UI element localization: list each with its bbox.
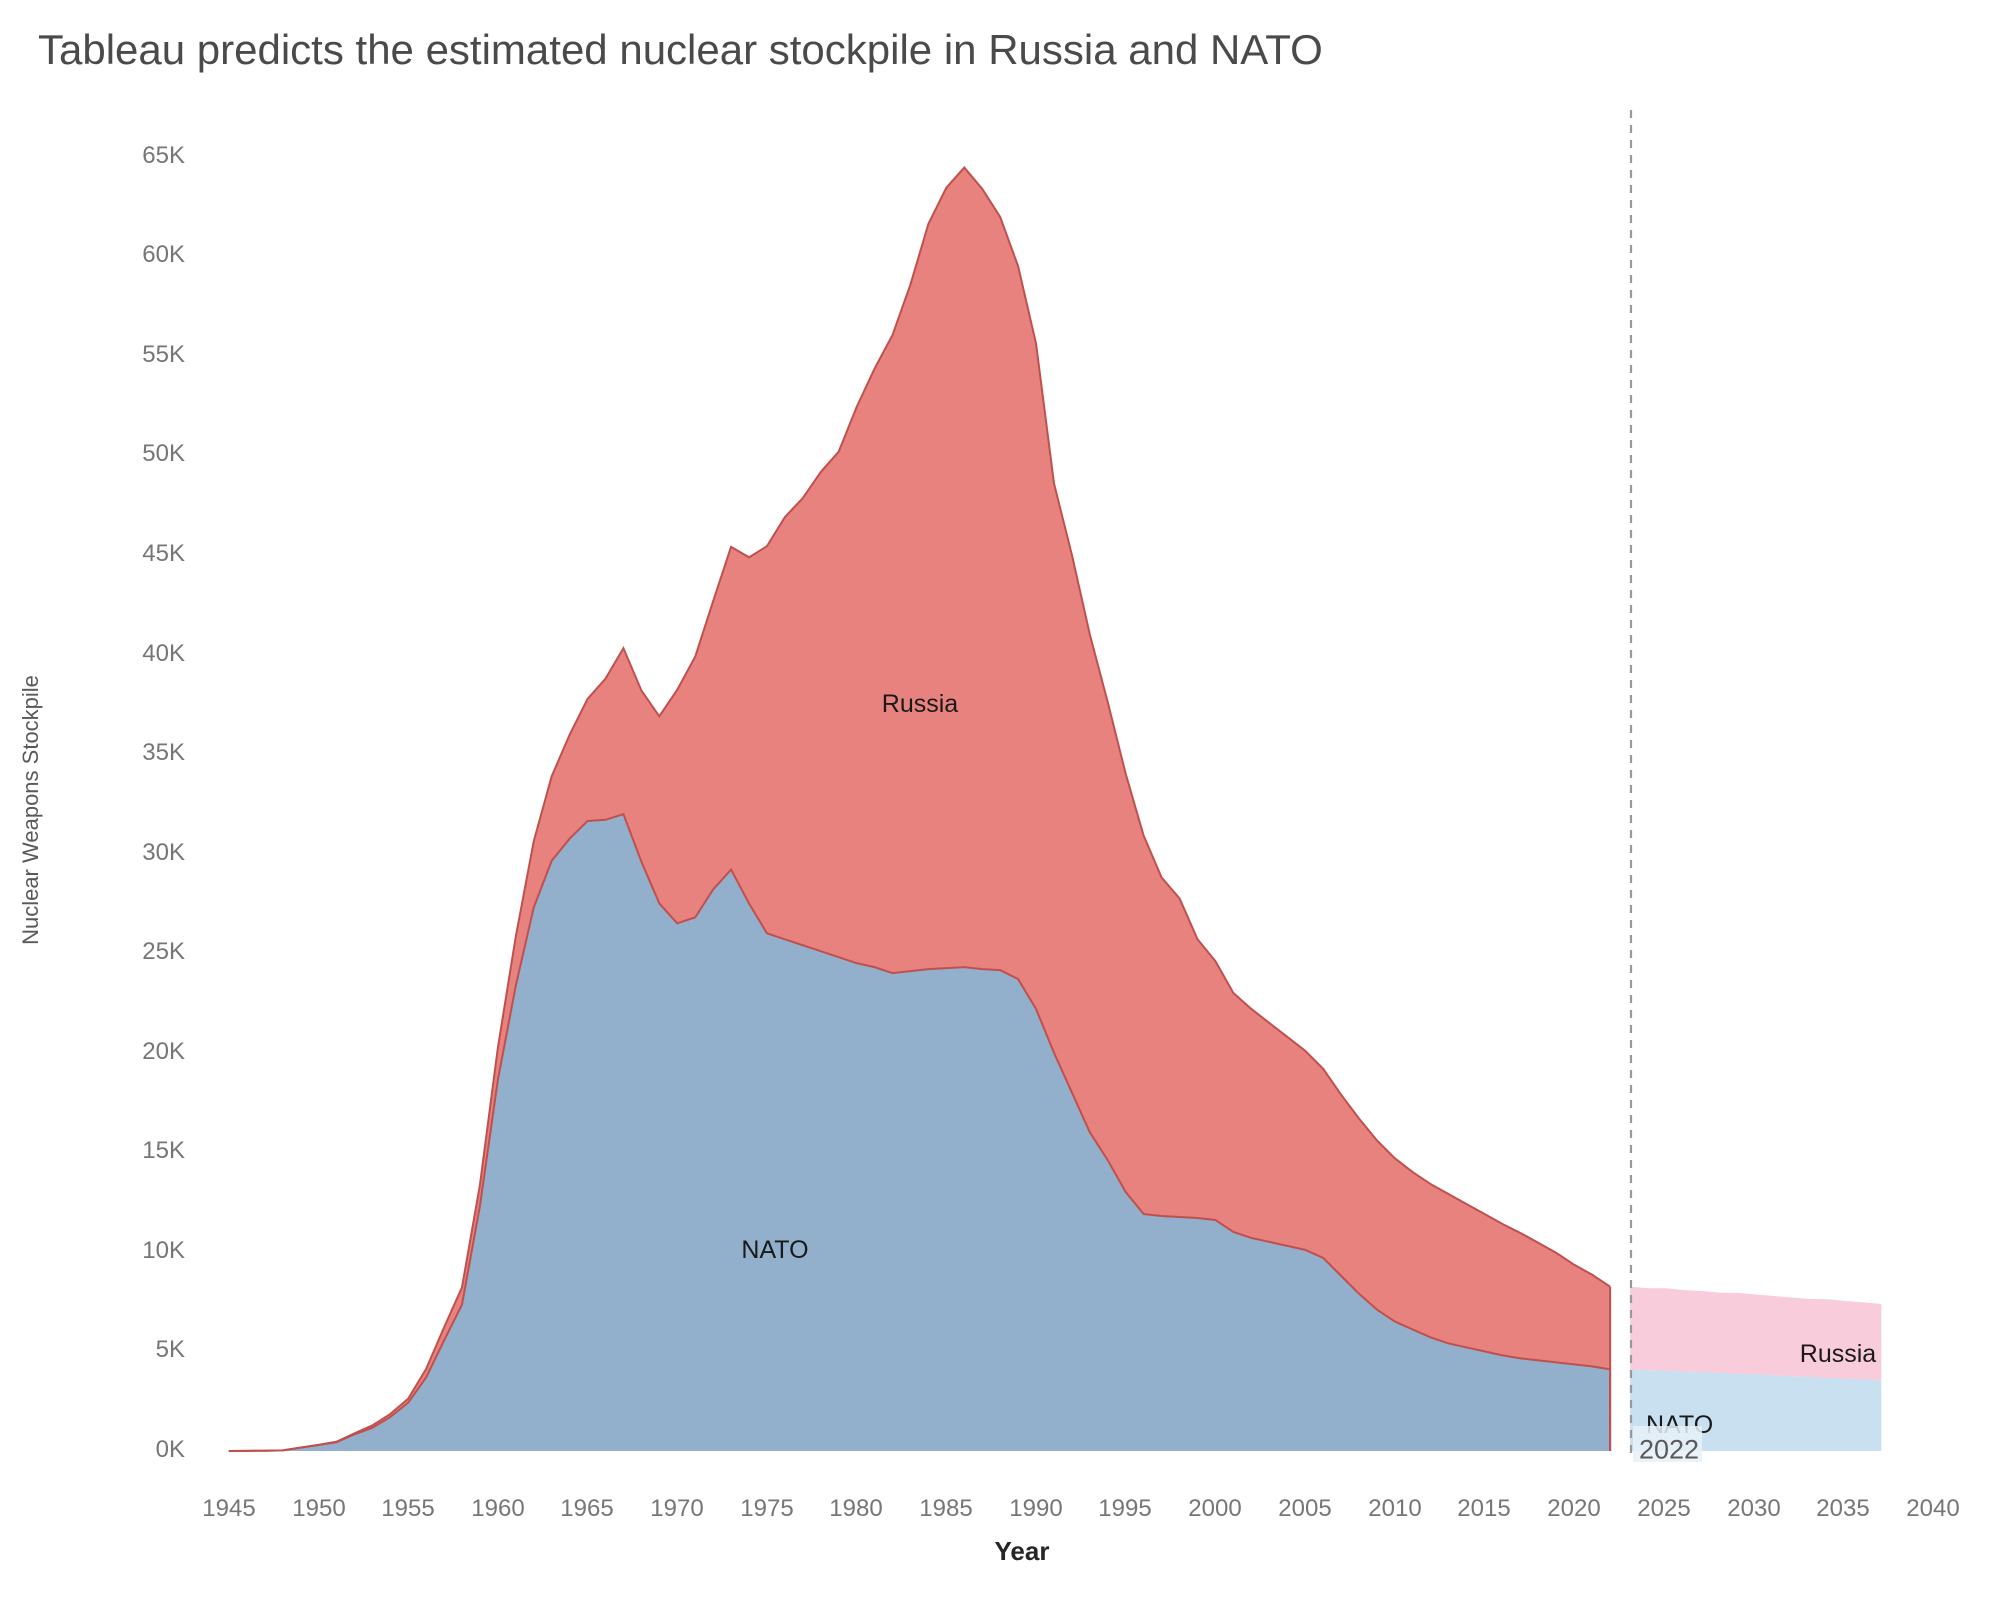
svg-text:2000: 2000 [1188,1495,1241,1522]
svg-text:2035: 2035 [1816,1495,1869,1522]
svg-text:NATO: NATO [741,1236,808,1264]
svg-text:Nuclear Weapons Stockpile: Nuclear Weapons Stockpile [18,675,43,945]
svg-text:40K: 40K [142,640,185,667]
svg-text:Russia: Russia [882,690,959,718]
svg-text:2015: 2015 [1457,1495,1510,1522]
svg-text:45K: 45K [142,540,185,567]
svg-text:50K: 50K [142,440,185,467]
svg-text:60K: 60K [142,241,185,268]
svg-text:2010: 2010 [1368,1495,1421,1522]
svg-text:Year: Year [995,1536,1050,1566]
svg-text:5K: 5K [156,1336,185,1363]
svg-text:2030: 2030 [1727,1495,1780,1522]
svg-text:2040: 2040 [1906,1495,1959,1522]
svg-text:65K: 65K [142,142,185,169]
svg-text:1945: 1945 [202,1495,255,1522]
svg-text:0K: 0K [156,1436,185,1463]
svg-text:20K: 20K [142,1038,185,1065]
svg-text:1975: 1975 [740,1495,793,1522]
svg-text:1980: 1980 [829,1495,882,1522]
svg-text:1960: 1960 [471,1495,524,1522]
svg-text:30K: 30K [142,839,185,866]
svg-text:35K: 35K [142,739,185,766]
svg-text:1970: 1970 [650,1495,703,1522]
svg-text:1950: 1950 [292,1495,345,1522]
svg-text:25K: 25K [142,938,185,965]
svg-text:2022: 2022 [1639,1435,1699,1465]
svg-text:10K: 10K [142,1237,185,1264]
svg-text:2025: 2025 [1637,1495,1690,1522]
svg-text:1955: 1955 [381,1495,434,1522]
svg-text:1965: 1965 [560,1495,613,1522]
svg-text:1985: 1985 [919,1495,972,1522]
svg-text:1995: 1995 [1098,1495,1151,1522]
svg-text:2005: 2005 [1278,1495,1331,1522]
svg-text:Russia: Russia [1800,1340,1877,1368]
svg-text:15K: 15K [142,1137,185,1164]
svg-text:55K: 55K [142,341,185,368]
svg-text:1990: 1990 [1009,1495,1062,1522]
svg-text:2020: 2020 [1547,1495,1600,1522]
